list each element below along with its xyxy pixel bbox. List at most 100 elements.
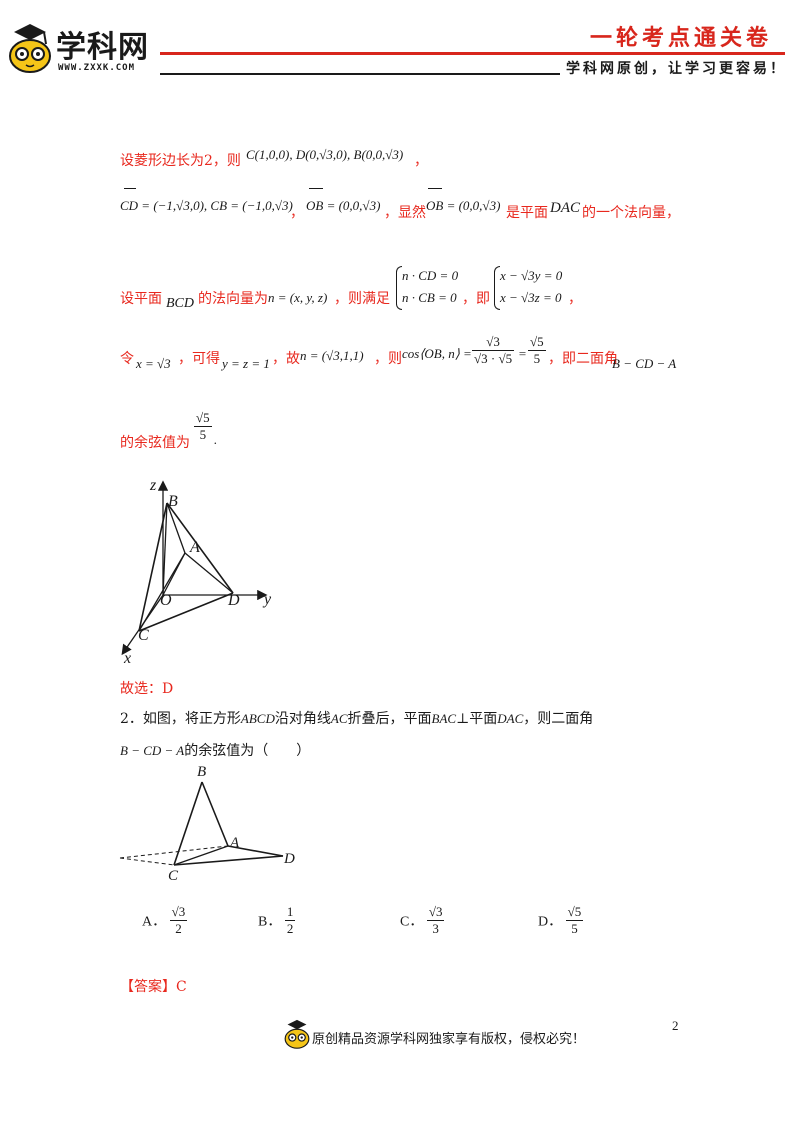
- solution-line3-sys2-a: x − √3y = 0: [500, 268, 563, 283]
- edge-A-D: [184, 552, 234, 594]
- system2-brace: [494, 266, 500, 310]
- vector-arrows-line2: [120, 188, 360, 194]
- solution-line4-angle: B − CD − A: [612, 356, 677, 371]
- header: 学科网 WWW.ZXXK.COM 一轮考点通关卷 学科网原创，让学习更容易！: [0, 0, 800, 90]
- solution-line3-cond: ，则满足: [334, 291, 390, 307]
- frac5-numerator: √5: [194, 410, 212, 427]
- edge-A-C: [138, 552, 186, 632]
- q2-number: 2．: [120, 711, 143, 727]
- question2-stem: 2．如图，将正方形ABCD沿对角线AC折叠后，平面BAC⊥平面DAC，则二面角: [120, 708, 593, 728]
- frac2-numerator: √5: [528, 334, 546, 351]
- solution-line3-sys1-a: n · CD = 0: [402, 268, 459, 283]
- solution-line4-gu: ，故: [272, 351, 300, 367]
- q2-plane1: BAC: [431, 711, 457, 726]
- solution-line4-ze: ，则: [374, 351, 402, 367]
- fig2-edge-B-A: [201, 781, 229, 847]
- solution-line1-end: ，: [414, 153, 428, 169]
- fig1-label-C: C: [138, 627, 149, 644]
- option-b-num: 1: [284, 904, 296, 921]
- option-d-den: 5: [571, 921, 578, 936]
- solution-line5-end: .: [214, 432, 218, 447]
- vector-arrow-ob2: [428, 188, 442, 189]
- option-d-letter: D．: [538, 914, 563, 930]
- figure1-tetrahedron-diagram: [121, 480, 268, 656]
- q2-perp: ⊥: [456, 711, 470, 727]
- solution-line4-x: x = √3: [136, 356, 171, 371]
- q2-square: ABCD: [240, 711, 275, 726]
- solution-line4-frac2: √5 5: [528, 334, 546, 367]
- header-title: 一轮考点通关卷: [590, 25, 773, 51]
- option-c[interactable]: C． √3 3: [400, 904, 445, 937]
- option-c-den: 3: [432, 921, 439, 936]
- option-a[interactable]: A． √3 2: [142, 904, 188, 937]
- question2-stem-line2: B − CD − A的余弦值为（ ）: [120, 740, 310, 760]
- solution-line2-math-c: OB = (0,0,√3): [426, 198, 501, 213]
- header-rule-red: [160, 52, 785, 55]
- fig2-label-B: B: [197, 764, 207, 780]
- solution-line4-tail: ，即二面角: [548, 351, 618, 367]
- q2-angle: B − CD − A: [120, 743, 185, 758]
- solution-line4-cos: cos⟨OB, n⟩ =: [402, 346, 472, 361]
- q2-text-c: 折叠后，平面: [347, 711, 432, 727]
- frac1-denominator: √3 · √5: [474, 351, 513, 366]
- fig1-label-A: A: [190, 539, 200, 556]
- edge-O-A: [162, 552, 186, 596]
- vector-arrow-ob1: [309, 188, 323, 189]
- q2-text-a: 如图，将正方形: [142, 711, 241, 727]
- option-a-num: √3: [169, 904, 188, 921]
- option-c-num: √3: [426, 904, 445, 921]
- solution-line3-text: 设平面: [120, 291, 162, 307]
- solution-line4-yz: y = z = 1: [222, 356, 270, 371]
- solution-line5-frac: √5 5: [194, 410, 212, 443]
- fig2-edge-C-D: [173, 855, 284, 866]
- solution-line2-end: 是平面: [506, 205, 548, 221]
- frac5-denominator: 5: [199, 427, 207, 442]
- fig2-label-A: A: [230, 835, 240, 851]
- option-b-den: 2: [286, 921, 294, 936]
- solution-line2-tail: 的一个法向量，: [582, 205, 680, 221]
- solution-line2-plane: DAC: [550, 200, 580, 216]
- logo-owl-icon: [9, 24, 51, 73]
- figure2-folded-square-diagram: [119, 781, 284, 866]
- solution-line3-vec: n = (x, y, z): [268, 290, 328, 305]
- option-d[interactable]: D． √5 5: [538, 904, 584, 937]
- solution-line3-mid: 的法向量为: [198, 291, 268, 307]
- solution-line2-sep: ，: [290, 205, 304, 221]
- q2-text-e: ，则二面角: [523, 711, 594, 727]
- solution-line2-math-a: CD = (−1,√3,0), CB = (−1,0,√3): [120, 198, 293, 213]
- fig2-label-D: D: [284, 851, 295, 867]
- frac1-numerator: √3: [472, 334, 515, 351]
- option-d-num: √5: [565, 904, 584, 921]
- header-rule-black: [160, 73, 560, 75]
- solution-line1-math: C(1,0,0), D(0,√3,0), B(0,0,√3): [246, 147, 404, 162]
- fig2-edge-C-A: [173, 845, 229, 866]
- solution-line5-text: 的余弦值为: [120, 435, 190, 451]
- header-slogan: 学科网原创，让学习更容易！: [566, 61, 787, 77]
- fig2-label-C: C: [168, 868, 179, 884]
- solution-line2-math-b: OB = (0,0,√3): [306, 198, 381, 213]
- solution-line3-sys2-b: x − √3z = 0: [500, 290, 562, 305]
- fig1-label-D: D: [228, 592, 240, 609]
- q2-plane2: DAC: [497, 711, 524, 726]
- solution-line4-ling: 令: [120, 351, 134, 367]
- solution-line4-eq: =: [518, 346, 527, 361]
- edge-B-O: [162, 502, 168, 596]
- solution-line3-plane: BCD: [166, 296, 194, 311]
- system1-brace: [396, 266, 402, 310]
- q2-text-b: 沿对角线: [274, 711, 331, 727]
- option-a-den: 2: [175, 921, 182, 936]
- q2-text-d: 平面: [469, 711, 498, 727]
- edge-B-A: [166, 502, 186, 554]
- fig1-label-z: z: [150, 477, 157, 494]
- footer-owl-icon: [284, 1019, 310, 1049]
- option-b-letter: B．: [258, 914, 282, 930]
- solution-line4-frac1: √3 √3 · √5: [472, 334, 515, 367]
- edge-B-C: [138, 502, 168, 632]
- option-a-letter: A．: [142, 914, 167, 930]
- solution-line3-sys1-b: n · CB = 0: [402, 290, 457, 305]
- solution-line3-ie: ，即: [462, 291, 490, 307]
- fig1-label-y: y: [264, 591, 272, 608]
- solution-line4-kede: ，可得: [178, 351, 220, 367]
- solution-line1-text: 设菱形边长为2，则: [120, 153, 241, 169]
